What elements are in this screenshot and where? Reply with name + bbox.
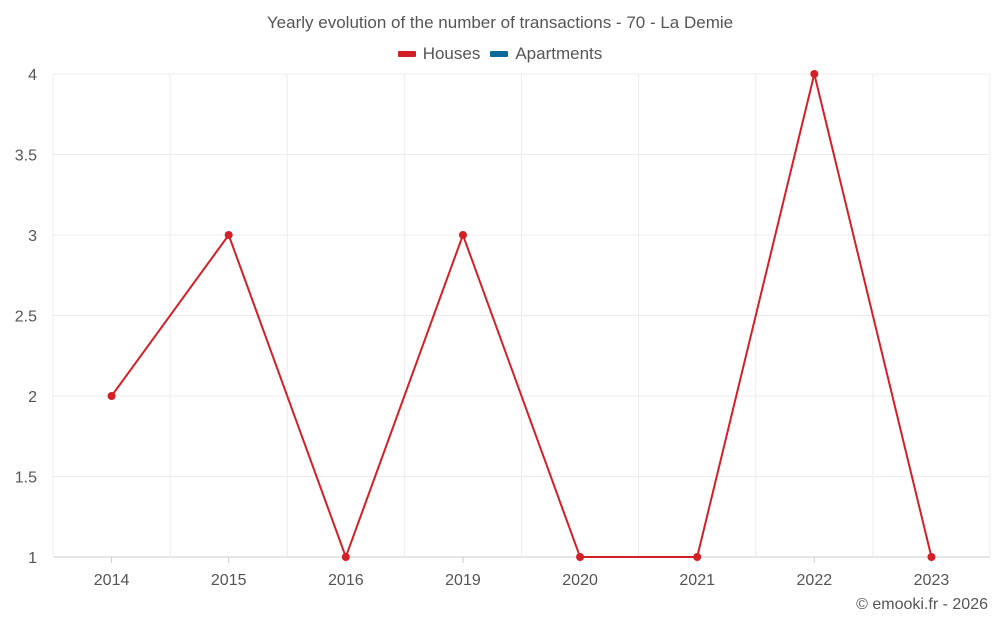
legend-swatch-houses [397, 51, 416, 57]
data-point[interactable] [576, 553, 585, 561]
y-tick-label: 3.5 [15, 148, 37, 165]
y-tick-label: 2.5 [15, 309, 37, 326]
data-point[interactable] [927, 553, 936, 561]
data-point[interactable] [693, 553, 702, 561]
data-point[interactable] [458, 231, 467, 239]
legend-item-apartments[interactable]: Apartments [490, 44, 602, 64]
data-point[interactable] [224, 231, 233, 239]
data-point[interactable] [341, 553, 350, 561]
data-point[interactable] [107, 392, 116, 400]
x-tick-label: 2016 [328, 572, 364, 589]
x-tick-label: 2022 [797, 572, 833, 589]
legend-label-apartments: Apartments [515, 44, 603, 63]
x-tick-label: 2014 [94, 572, 130, 589]
y-tick-label: 1 [28, 550, 37, 567]
legend-label-houses: Houses [422, 44, 481, 63]
data-point[interactable] [810, 70, 819, 78]
credit-text: © emooki.fr - 2026 [856, 596, 988, 613]
x-tick-label: 2020 [562, 572, 598, 589]
x-tick-label: 2019 [445, 572, 481, 589]
y-tick-label: 1.5 [15, 470, 37, 487]
legend-item-houses[interactable]: Houses [397, 44, 481, 64]
series-line-houses [110, 73, 933, 560]
y-tick-label: 4 [28, 67, 37, 84]
y-tick-label: 2 [28, 389, 37, 406]
chart-legend: Houses Apartments [0, 44, 1000, 64]
x-tick-label: 2015 [211, 572, 247, 589]
y-tick-label: 3 [28, 228, 37, 245]
x-tick-label: 2021 [679, 572, 715, 589]
x-tick-label: 2023 [914, 572, 950, 589]
legend-swatch-apartments [490, 51, 509, 57]
chart-title: Yearly evolution of the number of transa… [266, 13, 734, 32]
